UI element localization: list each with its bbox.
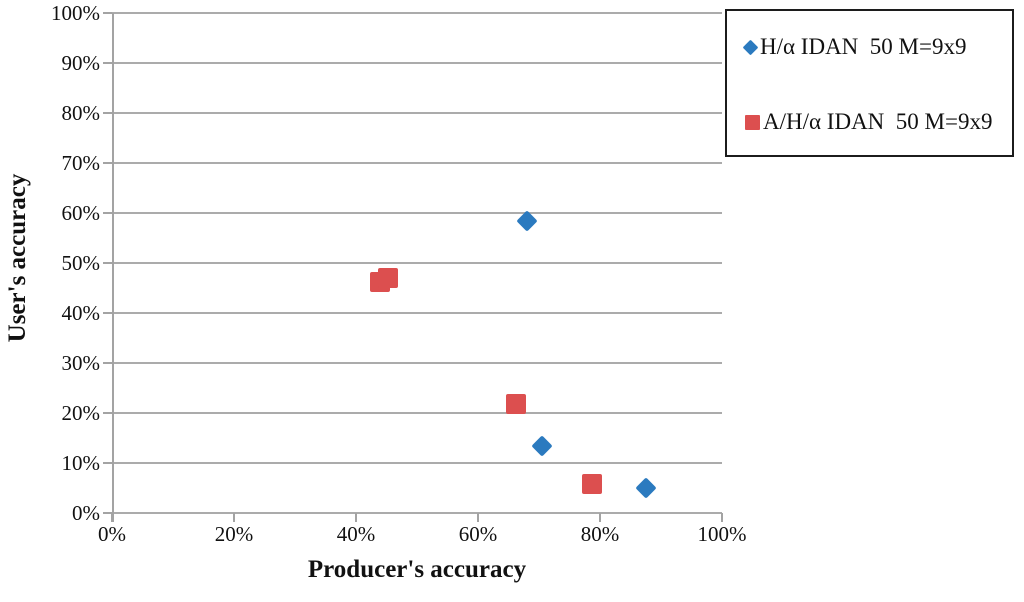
legend-entry-a-h-alpha: A/H/α IDAN 50 M=9x9	[745, 107, 992, 137]
y-tick-label: 40%	[61, 301, 101, 325]
x-tick-mark	[233, 513, 235, 522]
legend-label-h-alpha: H/α IDAN 50 M=9x9	[760, 34, 967, 59]
y-tick-mark	[103, 112, 112, 114]
legend: H/α IDAN 50 M=9x9 A/H/α IDAN 50 M=9x9	[725, 9, 1014, 157]
y-tick-label: 10%	[61, 451, 101, 475]
gridline-y-90	[112, 62, 722, 64]
diamond-marker-icon	[742, 39, 759, 55]
gridline-y-60	[112, 212, 722, 214]
y-tick-label: 0%	[72, 501, 100, 525]
x-tick-label: 80%	[580, 522, 620, 546]
y-tick-mark	[103, 462, 112, 464]
data-point-series-1	[582, 474, 603, 494]
y-tick-mark	[103, 62, 112, 64]
x-axis-title: Producer's accuracy	[307, 556, 527, 583]
gridline-y-50	[112, 262, 722, 264]
x-tick-mark	[477, 513, 479, 522]
y-tick-mark	[103, 362, 112, 364]
data-point-series-0	[531, 434, 553, 457]
data-point-series-1	[378, 268, 399, 288]
x-tick-label: 60%	[458, 522, 498, 546]
y-tick-label: 70%	[61, 151, 101, 175]
y-tick-label: 20%	[61, 401, 101, 425]
y-axis-line	[112, 13, 114, 522]
y-tick-mark	[103, 512, 112, 514]
data-point-series-1	[506, 394, 527, 414]
gridline-y-30	[112, 362, 722, 364]
data-point-series-0	[635, 477, 657, 499]
y-tick-mark	[103, 162, 112, 164]
y-axis-title: User's accuracy	[4, 173, 31, 343]
y-tick-label: 50%	[61, 251, 101, 275]
y-tick-label: 100%	[51, 1, 100, 25]
y-tick-mark	[103, 12, 112, 14]
y-tick-mark	[103, 212, 112, 214]
gridline-y-100	[112, 12, 722, 14]
y-tick-label: 80%	[61, 101, 101, 125]
gridline-y-40	[112, 312, 722, 314]
x-tick-mark	[111, 513, 113, 522]
gridline-y-80	[112, 112, 722, 114]
y-tick-mark	[103, 262, 112, 264]
legend-entry-h-alpha: H/α IDAN 50 M=9x9	[742, 32, 967, 62]
gridline-y-70	[112, 162, 722, 164]
x-tick-mark	[355, 513, 357, 522]
x-tick-label: 20%	[214, 522, 254, 546]
x-tick-label: 40%	[336, 522, 376, 546]
x-tick-mark	[599, 513, 601, 522]
x-tick-label: 0%	[98, 522, 126, 546]
y-tick-mark	[103, 412, 112, 414]
x-tick-label: 100%	[697, 522, 747, 546]
y-tick-label: 30%	[61, 351, 101, 375]
x-tick-mark	[721, 513, 723, 522]
gridline-y-10	[112, 462, 722, 464]
y-tick-label: 90%	[61, 51, 101, 75]
gridline-y-0	[112, 512, 722, 514]
legend-label-a-h-alpha: A/H/α IDAN 50 M=9x9	[763, 109, 993, 134]
square-marker-icon	[745, 114, 760, 130]
y-tick-mark	[103, 312, 112, 314]
gridline-y-20	[112, 412, 722, 414]
y-tick-label: 60%	[61, 201, 101, 225]
